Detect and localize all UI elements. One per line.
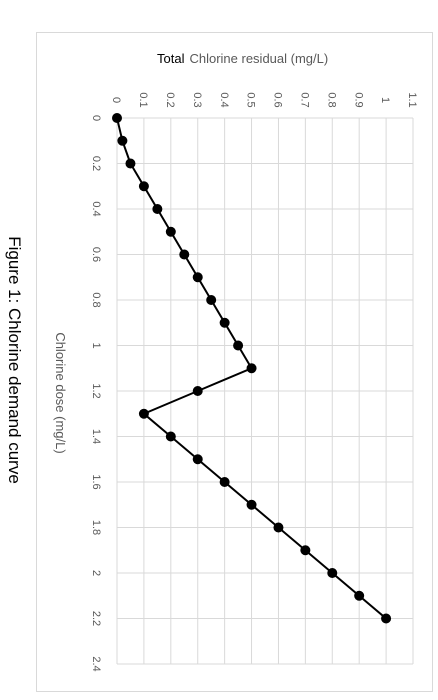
residual-tick-label: 0.6 xyxy=(272,92,284,107)
data-point xyxy=(112,113,122,123)
dose-tick-label: 1.8 xyxy=(90,520,102,535)
x-axis-title: Chlorine dose (mg/L) xyxy=(53,332,68,453)
residual-tick-label: 0.4 xyxy=(218,92,230,107)
dose-tick-label: 1.6 xyxy=(90,474,102,489)
data-point xyxy=(117,135,128,146)
data-point xyxy=(138,408,149,419)
dose-tick-label: 1.4 xyxy=(90,429,102,444)
dose-tick-label: 0.8 xyxy=(90,292,102,307)
chart-frame xyxy=(36,32,433,692)
data-point xyxy=(138,181,149,192)
data-point xyxy=(219,477,230,487)
data-point xyxy=(152,204,163,214)
residual-tick-label: 0.9 xyxy=(352,92,364,107)
series-layer xyxy=(112,113,392,624)
dose-tick-label: 1 xyxy=(90,342,102,348)
data-point xyxy=(165,431,176,442)
data-point xyxy=(354,590,365,601)
residual-tick-label: 1 xyxy=(379,97,391,103)
dose-tick-label: 0.4 xyxy=(90,201,102,216)
data-point xyxy=(381,613,392,624)
figure-caption: Figure 1: Chlorine demand curve xyxy=(5,236,24,484)
residual-tick-label: 0 xyxy=(110,97,122,103)
data-point xyxy=(233,340,244,351)
dose-tick-label: 0 xyxy=(90,115,102,121)
y-axis-title: Total Chlorine residual (mg/L) xyxy=(157,51,328,66)
data-point xyxy=(219,317,230,328)
dose-tick-label: 0.2 xyxy=(90,156,102,171)
data-point xyxy=(192,454,203,465)
residual-tick-label: 0.5 xyxy=(245,92,257,107)
data-point xyxy=(327,568,338,578)
data-point xyxy=(246,499,257,510)
data-point xyxy=(273,522,284,533)
data-point xyxy=(125,158,136,169)
y-axis-title-prefix: Total xyxy=(157,51,185,66)
tick-label-layer: 0 0.1 0.2 0.3 0.4 0.5 0.6 0.7 0.8 0.9 1 1.1 0 0.2 0.4 0… xyxy=(90,92,418,671)
dose-tick-label: 2 xyxy=(90,570,102,576)
residual-tick-label: 0.1 xyxy=(137,92,149,107)
residual-tick-label: 0.8 xyxy=(325,92,337,107)
data-point xyxy=(192,272,203,283)
dose-tick-label: 0.6 xyxy=(90,247,102,262)
y-axis-title-main: Chlorine residual (mg/L) xyxy=(189,51,328,66)
data-point xyxy=(206,295,217,305)
dose-tick-label: 1.2 xyxy=(90,383,102,398)
data-point xyxy=(192,386,203,396)
residual-tick-label: 0.2 xyxy=(164,92,176,107)
dose-tick-label: 2.4 xyxy=(90,656,102,671)
residual-tick-label: 1.1 xyxy=(406,92,418,107)
residual-tick-label: 0.3 xyxy=(191,92,203,107)
dose-tick-label: 2.2 xyxy=(90,611,102,626)
data-point xyxy=(165,226,176,237)
data-point xyxy=(246,363,257,374)
grid-layer xyxy=(116,117,414,665)
residual-tick-label: 0.7 xyxy=(299,92,311,107)
data-point xyxy=(300,545,311,556)
data-point xyxy=(179,249,190,260)
